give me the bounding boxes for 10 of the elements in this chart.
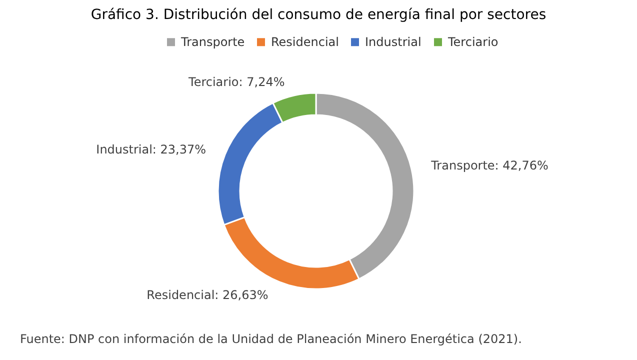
source-note: Fuente: DNP con información de la Unidad de Planeación Minero Energética (2021). bbox=[20, 332, 522, 346]
legend-label: Transporte bbox=[180, 35, 245, 50]
data-label: Terciario: 7,24% bbox=[188, 74, 285, 89]
legend-label: Residencial bbox=[271, 35, 339, 50]
chart-title: Gráfico 3. Distribución del consumo de energía final por sectores bbox=[90, 7, 546, 23]
legend-label: Industrial bbox=[365, 35, 422, 50]
data-label: Residencial: 26,63% bbox=[146, 288, 268, 302]
data-label: Transporte: 42,76% bbox=[430, 158, 548, 173]
legend-label: Terciario bbox=[447, 35, 498, 50]
data-label: Industrial: 23,37% bbox=[96, 142, 206, 156]
